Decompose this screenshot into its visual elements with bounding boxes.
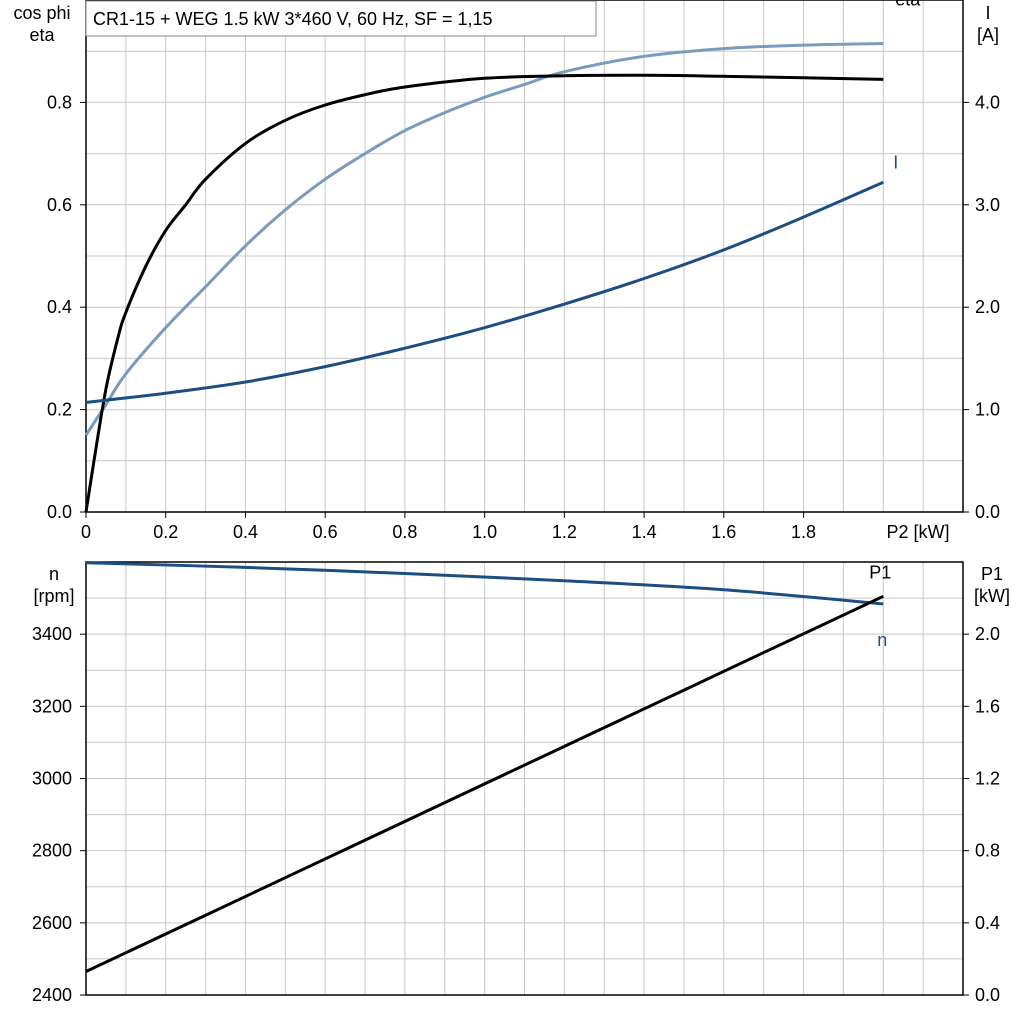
series-label: P1	[869, 562, 891, 582]
series-line	[85, 180, 884, 404]
right-axis-tick-label: 0.0	[975, 502, 1000, 522]
right-axis-tick-label: 1.0	[975, 400, 1000, 420]
left-axis-tick-label: 3000	[32, 769, 72, 789]
x-axis-tick-label: 1.0	[472, 522, 497, 542]
left-axis-title: n	[49, 564, 59, 584]
x-axis-tick-label: 0.4	[233, 522, 258, 542]
chart-panel-2: 2400 2600 2800 3000 3200 3400 0.0 0.4 0.8 1.2 1.6 2…	[32, 561, 1010, 1005]
left-axis-tick-label: 3200	[32, 696, 72, 716]
right-axis-tick-label: 1.2	[975, 769, 1000, 789]
right-axis-tick-label: 3.0	[975, 195, 1000, 215]
left-axis-tick-label: 0.0	[47, 502, 72, 522]
right-axis-tick-label: 0.0	[975, 985, 1000, 1005]
left-axis-tick-label: 0.8	[47, 92, 72, 112]
series-line	[84, 73, 884, 513]
right-axis-tick-label: 4.0	[975, 92, 1000, 112]
series-line	[84, 42, 884, 437]
right-axis-tick-label: 1.6	[975, 696, 1000, 716]
x-axis-tick-label: 0.2	[153, 522, 178, 542]
series-line	[85, 594, 884, 973]
series-I: I	[85, 152, 898, 404]
series-label: n	[877, 630, 887, 650]
series-label: eta	[895, 0, 921, 9]
series-cos-phi: cos phi	[84, 42, 884, 437]
left-axis-tick-label: 0.2	[47, 400, 72, 420]
series-line	[85, 561, 884, 606]
series-eta: eta	[84, 0, 921, 513]
left-axis-tick-label: 2800	[32, 841, 72, 861]
right-axis-tick-label: 2.0	[975, 297, 1000, 317]
horizontal-gridlines	[86, 50, 963, 462]
right-axis-tick-label: 2.0	[975, 624, 1000, 644]
right-axis-tick-label: 0.8	[975, 841, 1000, 861]
left-axis-tick-label: 0.4	[47, 297, 72, 317]
plot-frame	[85, 0, 964, 513]
x-axis-tick-label: 1.4	[632, 522, 657, 542]
x-axis-tick-label: 1.8	[791, 522, 816, 542]
series-P1: P1	[85, 562, 891, 973]
right-axis-title: I	[985, 3, 990, 23]
right-axis-title: [A]	[977, 25, 999, 45]
series-n: n	[85, 561, 887, 650]
x-axis-tick-label: 0.6	[313, 522, 338, 542]
left-axis-title: [rpm]	[33, 586, 74, 606]
x-axis-tick-label: 1.2	[552, 522, 577, 542]
series-label: I	[893, 152, 898, 172]
left-axis-tick-label: 3400	[32, 624, 72, 644]
x-axis-title: P2 [kW]	[886, 522, 949, 542]
right-axis-title: P1	[981, 564, 1003, 584]
left-axis-tick-label: 2600	[32, 913, 72, 933]
x-axis-tick-label: 0	[81, 522, 91, 542]
left-axis-tick-label: 2400	[32, 985, 72, 1005]
chart-title: CR1-15 + WEG 1.5 kW 3*460 V, 60 Hz, SF =…	[93, 9, 493, 29]
chart-title-box: CR1-15 + WEG 1.5 kW 3*460 V, 60 Hz, SF =…	[85, 0, 597, 37]
left-axis-title: cos phi	[13, 3, 70, 23]
x-axis-tick-label: 0.8	[392, 522, 417, 542]
right-axis-tick-label: 0.4	[975, 913, 1000, 933]
left-axis-title: eta	[29, 25, 55, 45]
right-axis-title: [kW]	[974, 586, 1010, 606]
left-axis-tick-label: 0.6	[47, 195, 72, 215]
title-box-frame	[85, 0, 597, 37]
x-axis-tick-label: 1.6	[711, 522, 736, 542]
